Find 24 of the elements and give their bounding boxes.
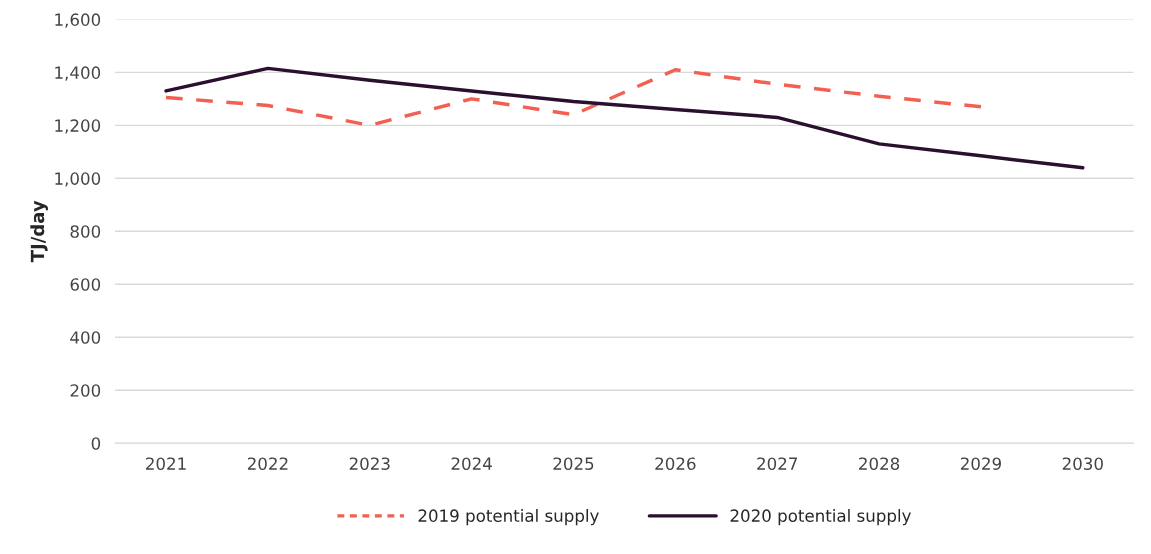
y-tick-label: 400: [70, 331, 101, 344]
line-series: [164, 66, 1085, 170]
y-tick-label: 200: [70, 384, 101, 397]
line-series: [164, 67, 983, 128]
y-axis-title: TJ/day: [30, 200, 48, 263]
x-tick-label: 2023: [349, 457, 390, 470]
y-tick-label: 0: [91, 437, 101, 450]
x-tick-label: 2028: [859, 457, 900, 470]
x-tick-label: 2027: [757, 457, 797, 470]
x-tick-label: 2029: [960, 457, 1001, 470]
legend-label: 2020 potential supply: [730, 509, 911, 526]
x-tick-label: 2025: [553, 457, 594, 470]
y-tick-label: 1,000: [55, 172, 101, 187]
x-tick-label: 2021: [146, 457, 186, 470]
y-tick-label: 1,600: [55, 13, 101, 28]
y-tick-label: 600: [70, 278, 101, 291]
x-tick-label: 2024: [451, 457, 492, 470]
x-tick-label: 2022: [247, 457, 288, 470]
y-tick-label: 1,400: [55, 66, 101, 81]
y-tick-label: 1,200: [55, 119, 101, 134]
x-tick-label: 2030: [1062, 457, 1103, 470]
x-tick-label: 2026: [655, 457, 696, 470]
y-tick-label: 800: [70, 225, 101, 238]
legend-label: 2019 potential supply: [418, 509, 599, 526]
